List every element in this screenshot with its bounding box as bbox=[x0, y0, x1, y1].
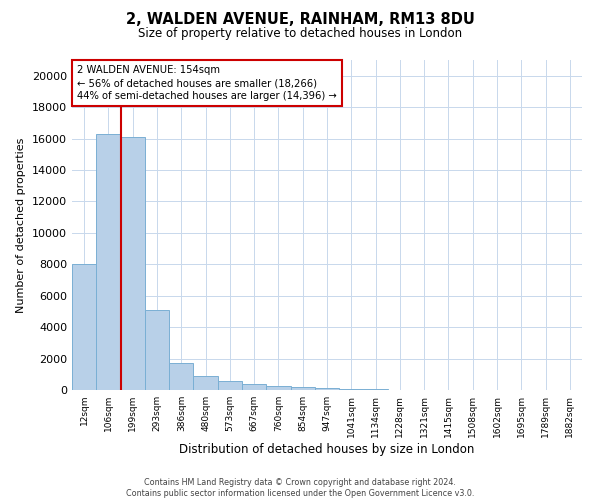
Bar bbox=[193, 376, 218, 390]
Bar bbox=[339, 389, 364, 390]
Y-axis label: Number of detached properties: Number of detached properties bbox=[16, 138, 26, 312]
Bar bbox=[218, 380, 242, 390]
Bar bbox=[315, 388, 339, 390]
Bar bbox=[242, 384, 266, 390]
Bar bbox=[290, 388, 315, 390]
Bar bbox=[121, 137, 145, 390]
Text: 2, WALDEN AVENUE, RAINHAM, RM13 8DU: 2, WALDEN AVENUE, RAINHAM, RM13 8DU bbox=[125, 12, 475, 28]
Text: Size of property relative to detached houses in London: Size of property relative to detached ho… bbox=[138, 28, 462, 40]
Text: Contains HM Land Registry data © Crown copyright and database right 2024.
Contai: Contains HM Land Registry data © Crown c… bbox=[126, 478, 474, 498]
Bar bbox=[96, 134, 121, 390]
Bar bbox=[72, 264, 96, 390]
Bar bbox=[169, 364, 193, 390]
Bar bbox=[266, 386, 290, 390]
Text: 2 WALDEN AVENUE: 154sqm
← 56% of detached houses are smaller (18,266)
44% of sem: 2 WALDEN AVENUE: 154sqm ← 56% of detache… bbox=[77, 65, 337, 102]
X-axis label: Distribution of detached houses by size in London: Distribution of detached houses by size … bbox=[179, 442, 475, 456]
Bar bbox=[145, 310, 169, 390]
